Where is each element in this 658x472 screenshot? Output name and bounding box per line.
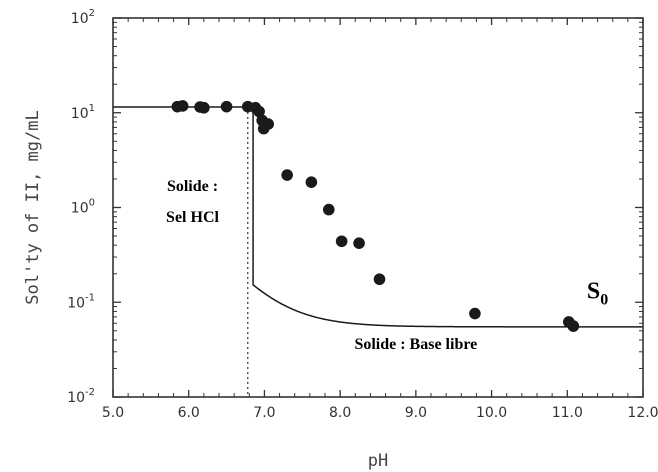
x-tick-label: 8.0 (329, 405, 351, 421)
s0-label: S0 (587, 278, 608, 308)
annotation: Solide : (167, 178, 218, 195)
y-axis-label: Sol'ty of II, mg/mL (23, 110, 43, 304)
y-tick-label: 10-2 (67, 387, 95, 406)
data-point (373, 273, 386, 286)
data-point (322, 203, 335, 216)
annotation: Sel HCl (166, 209, 219, 226)
x-tick-label: 11.0 (552, 405, 583, 421)
text-labels: 5.0 6.0 7.0 8.0 9.0 10.0 11.0 12.0 102 101 100 10-1… (23, 8, 658, 471)
data-point (253, 105, 265, 118)
data-point (176, 100, 189, 112)
data-point (220, 100, 233, 113)
data-point (469, 307, 481, 320)
plot-area (113, 100, 643, 397)
y-tick-label: 10-1 (67, 292, 95, 311)
axes (112, 17, 644, 398)
x-tick-label: 5.0 (102, 405, 124, 421)
x-tick-label: 10.0 (476, 405, 507, 421)
data-point (198, 101, 210, 114)
data-point (353, 237, 365, 249)
annotation: Solide : Base libre (354, 336, 477, 353)
x-tick-label: 6.0 (178, 405, 200, 421)
x-tick-label: 12.0 (627, 405, 658, 421)
data-point (305, 176, 318, 188)
y-tick-label: 100 (71, 198, 95, 217)
x-tick-label: 7.0 (253, 405, 275, 421)
data-point (262, 118, 275, 130)
y-tick-label: 102 (71, 8, 95, 27)
data-point (567, 320, 580, 332)
y-tick-label: 101 (71, 103, 95, 122)
x-axis-label: pH (368, 451, 388, 471)
data-point (335, 235, 348, 248)
data-point (281, 169, 293, 181)
x-tick-label: 9.0 (405, 405, 427, 421)
